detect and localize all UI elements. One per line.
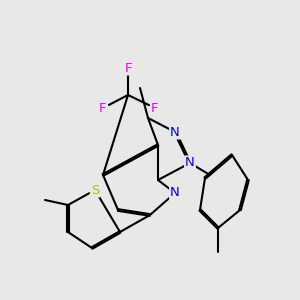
Text: F: F [151,101,159,115]
Text: N: N [170,187,180,200]
Text: S: S [91,184,99,196]
Text: N: N [170,125,180,139]
Text: F: F [99,101,107,115]
Text: F: F [124,61,132,74]
Text: N: N [185,157,195,169]
